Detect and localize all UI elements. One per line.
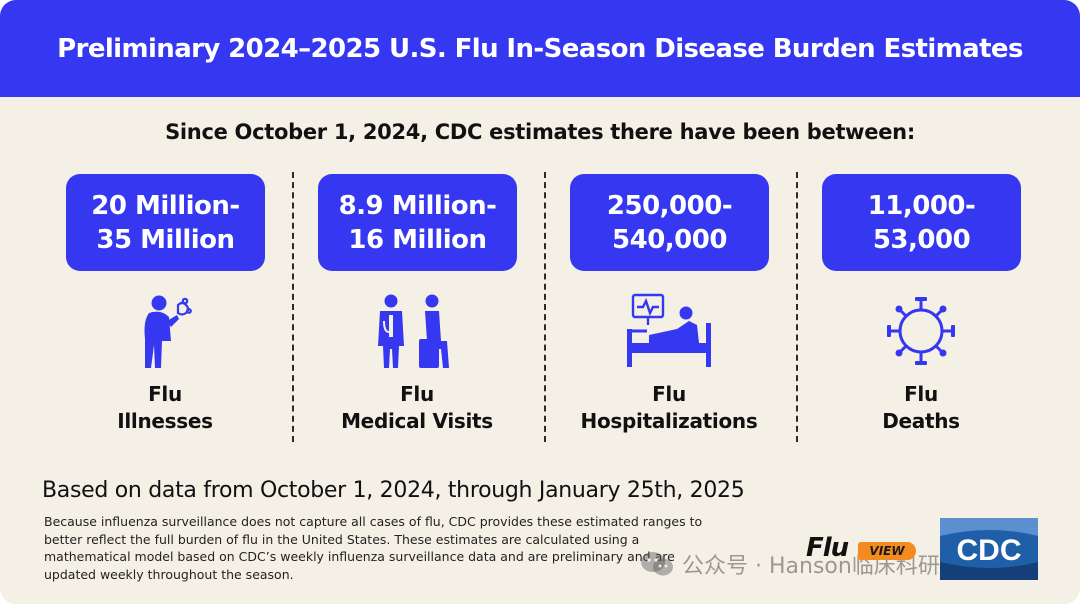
cdc-logo: CDC	[940, 518, 1038, 580]
fluview-tag: VIEW	[858, 542, 916, 560]
disclaimer-text: Because influenza surveillance does not …	[44, 514, 703, 582]
subheading: Since October 1, 2024, CDC estimates the…	[165, 120, 915, 144]
stat-range-line: 250,000-	[606, 190, 733, 221]
virus-icon	[871, 291, 971, 371]
stat-label: Flu Hospitalizations	[544, 381, 794, 435]
stat-range-line: 11,000-	[867, 190, 976, 221]
stat-label: Flu Deaths	[796, 381, 1046, 435]
stat-range-line: 8.9 Million-	[338, 190, 497, 221]
stat-label-line: Hospitalizations	[580, 409, 758, 433]
stat-column-medical-visits: 8.9 Million- 16 Million Flu	[292, 173, 542, 441]
stat-range-box: 250,000- 540,000	[570, 174, 769, 271]
stat-label-line: Flu	[904, 382, 938, 406]
stat-range-box: 11,000- 53,000	[822, 174, 1021, 271]
title-banner: Preliminary 2024–2025 U.S. Flu In-Season…	[0, 0, 1080, 97]
stat-range-line: 16 Million	[348, 224, 487, 255]
sick-person-icon	[115, 291, 215, 371]
data-period-text: Based on data from October 1, 2024, thro…	[42, 478, 745, 503]
column-divider	[796, 172, 798, 442]
stat-label-line: Flu	[400, 382, 434, 406]
doctor-patient-icon	[367, 291, 467, 371]
stat-range-line: 540,000	[612, 224, 727, 255]
cdc-logo-text: CDC	[957, 534, 1022, 567]
hospital-bed-icon	[619, 291, 719, 371]
stat-label-line: Illnesses	[117, 409, 213, 433]
stat-label-line: Flu	[148, 382, 182, 406]
stat-range-box: 8.9 Million- 16 Million	[318, 174, 517, 271]
stat-label: Flu Medical Visits	[292, 381, 542, 435]
wechat-icon	[641, 552, 673, 576]
stat-label-line: Deaths	[882, 409, 960, 433]
stat-range-box: 20 Million- 35 Million	[66, 174, 265, 271]
stat-range-line: 35 Million	[96, 224, 235, 255]
page-title: Preliminary 2024–2025 U.S. Flu In-Season…	[57, 33, 1023, 64]
column-divider	[544, 172, 546, 442]
fluview-logo: VIEW Flu	[806, 533, 916, 565]
stat-column-illnesses: 20 Million- 35 Million Flu Illnesses	[40, 173, 290, 441]
stat-range-line: 53,000	[872, 224, 971, 255]
stat-column-hospitalizations: 250,000- 540,000 Flu	[544, 173, 794, 441]
stat-range-line: 20 Million-	[91, 190, 240, 221]
stat-label-line: Flu	[652, 382, 686, 406]
column-divider	[292, 172, 294, 442]
stat-column-deaths: 11,000- 53,000	[796, 173, 1046, 441]
stat-label: Flu Illnesses	[40, 381, 290, 435]
fluview-wordmark: Flu	[806, 533, 849, 563]
stat-label-line: Medical Visits	[341, 409, 493, 433]
